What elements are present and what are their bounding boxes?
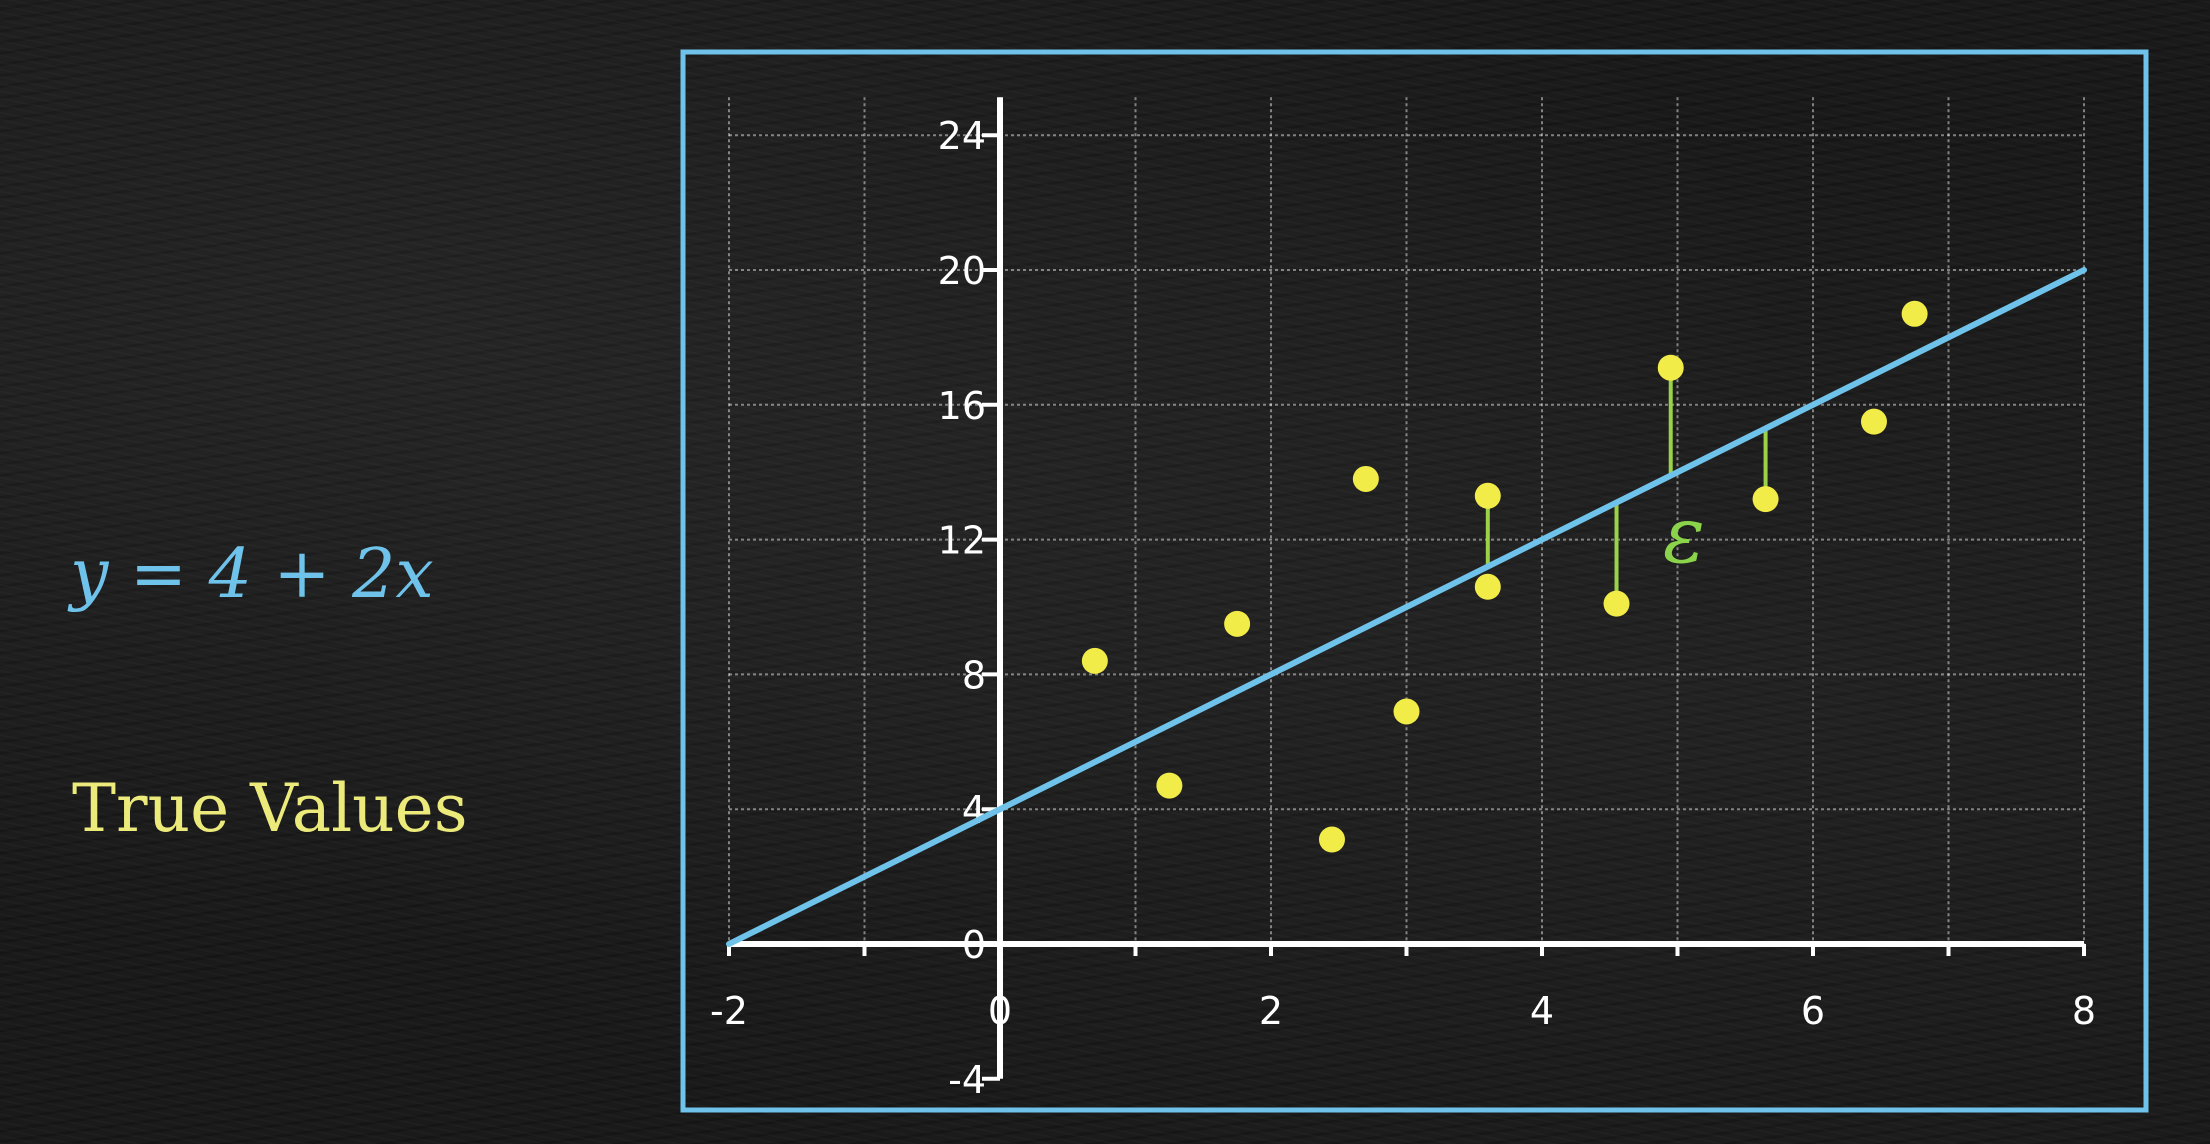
x-tick-label: 2 (1259, 989, 1283, 1033)
epsilon-label: ε (1663, 491, 1705, 581)
regression-equation: y = 4 + 2x (70, 535, 434, 614)
y-tick-label: 12 (938, 519, 986, 563)
y-tick-label: 0 (962, 923, 986, 967)
chart-frame (680, 49, 2149, 1113)
y-tick-label: -4 (948, 1058, 986, 1102)
data-point (1657, 354, 1684, 381)
data-point (1081, 647, 1108, 674)
y-tick-label: 24 (938, 114, 986, 158)
data-point (1352, 465, 1379, 492)
data-point (1474, 573, 1501, 600)
data-point (1318, 826, 1345, 853)
y-tick-label: 8 (962, 653, 986, 697)
data-point (1752, 486, 1779, 513)
data-point (1860, 408, 1887, 435)
data-point (1393, 698, 1420, 725)
true-values-label: True Values (72, 770, 468, 847)
y-tick-label: 16 (938, 384, 986, 428)
data-point (1474, 482, 1501, 509)
data-point (1224, 610, 1251, 637)
data-point (1901, 300, 1928, 327)
x-tick-label: -2 (710, 989, 748, 1033)
x-tick-label: 8 (2072, 989, 2096, 1033)
grid (728, 97, 2085, 945)
data-point (1603, 590, 1630, 617)
regression-line-group (726, 267, 2087, 947)
x-tick-label: 0 (988, 989, 1012, 1033)
y-tick-label: 20 (938, 249, 986, 293)
data-points (1081, 300, 1928, 853)
data-point (1156, 772, 1183, 799)
x-tick-label: 6 (1801, 989, 1825, 1033)
residual-lines (1485, 367, 1768, 604)
x-ticks: -2 0 2 4 6 8 (710, 944, 2096, 1033)
regression-line (726, 267, 2087, 947)
x-tick-label: 4 (1530, 989, 1554, 1033)
